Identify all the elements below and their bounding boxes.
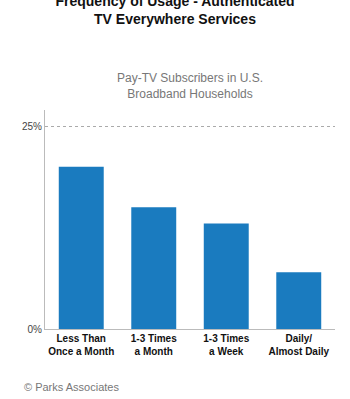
svg-text:25%: 25%	[22, 121, 42, 132]
svg-text:Less ThanOnce a Month: Less ThanOnce a Month	[48, 333, 114, 357]
svg-text:Pay-TV Subscribers in U.S.Broa: Pay-TV Subscribers in U.S.Broadband Hous…	[117, 71, 263, 101]
svg-text:© Parks Associates: © Parks Associates	[24, 381, 119, 393]
svg-text:1-3 Timesa Month: 1-3 Timesa Month	[131, 333, 177, 357]
svg-text:Daily/Almost Daily: Daily/Almost Daily	[268, 333, 329, 357]
svg-text:0%: 0%	[28, 324, 43, 335]
svg-text:Frequency of Usage - Authentic: Frequency of Usage - AuthenticatedTV Eve…	[55, 0, 294, 27]
svg-text:1-3 Timesa Week: 1-3 Timesa Week	[203, 333, 249, 357]
